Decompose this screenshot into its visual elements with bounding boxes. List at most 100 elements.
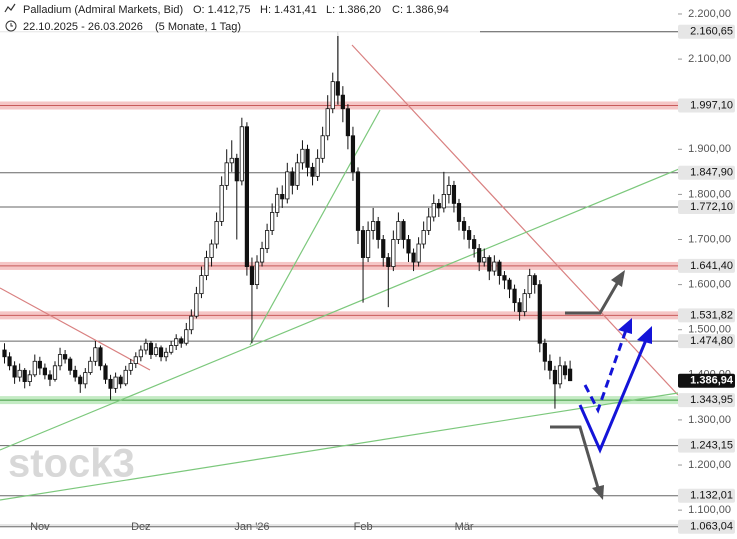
candle-body — [507, 279, 512, 290]
candle-body — [472, 239, 477, 249]
candle-body — [78, 376, 83, 385]
candle-body — [542, 342, 547, 362]
candle-body — [123, 369, 128, 385]
candle-body — [371, 221, 376, 231]
candle-body — [12, 365, 17, 378]
level-box — [678, 334, 735, 349]
low: L: 1.386,20 — [326, 4, 381, 16]
candle-body — [158, 347, 164, 358]
y-tick-label: 1.100,00 — [688, 504, 731, 516]
level-label: 1.772,10 — [690, 201, 733, 213]
candle-body — [270, 212, 275, 231]
candle-body — [517, 302, 522, 313]
candle-body — [456, 203, 462, 222]
y-tick-label: 1.500,00 — [688, 324, 731, 336]
candle-body — [209, 243, 214, 258]
blue-arrow — [578, 339, 648, 454]
candle-body — [259, 248, 265, 263]
watermark: stock3 — [8, 442, 135, 486]
candle-body — [527, 275, 532, 295]
candle-body — [360, 230, 366, 258]
trendline — [0, 392, 679, 501]
candle-body — [330, 81, 335, 110]
candle-body — [2, 349, 7, 358]
candle-body — [391, 239, 396, 267]
y-tick-label: 1.700,00 — [688, 233, 731, 245]
trendline — [351, 44, 679, 396]
candle-body — [7, 356, 12, 367]
candle-body — [568, 368, 573, 382]
chart-icon — [4, 3, 16, 13]
candle-body — [350, 135, 356, 173]
candle-body — [249, 266, 255, 286]
candle-body — [502, 275, 507, 281]
candle-body — [300, 148, 305, 164]
candle-body — [522, 293, 527, 313]
candle-body — [537, 284, 542, 344]
candle-body — [532, 275, 537, 286]
candle-body — [497, 261, 502, 276]
y-tick-label: 2.100,00 — [688, 53, 731, 65]
candle-body — [42, 367, 48, 376]
level-layer — [0, 31, 737, 528]
header-bg — [0, 0, 480, 36]
level-box — [678, 258, 735, 273]
level-label: 1.997,10 — [690, 99, 733, 111]
candle-body — [118, 376, 123, 385]
candle-body — [416, 243, 421, 263]
candle-body — [199, 275, 204, 295]
clock-hands — [10, 23, 13, 27]
candle-body — [17, 369, 22, 378]
grey-arrow — [565, 281, 620, 315]
candle-body — [37, 360, 42, 369]
candle-body — [562, 365, 568, 376]
candle-body — [47, 374, 53, 380]
level-label: 1.386,94 — [690, 375, 734, 387]
candle-body — [169, 345, 174, 353]
annotations — [0, 34, 737, 501]
high: H: 1.431,41 — [260, 4, 317, 16]
candle-body — [285, 171, 290, 200]
candles — [2, 31, 573, 409]
candle-body — [143, 342, 148, 351]
level-label: 1.847,90 — [690, 167, 733, 179]
candle-body — [451, 184, 457, 204]
candle-body — [27, 374, 32, 382]
candle-body — [426, 216, 431, 231]
axis-layer: 2.200,002.100,002.000,001.900,001.800,00… — [30, 8, 735, 534]
candle-body — [290, 171, 295, 186]
level-label: 1.243,15 — [690, 439, 733, 451]
candle-body — [355, 171, 361, 231]
candle-body — [244, 126, 249, 267]
candle-body — [88, 360, 93, 373]
x-tick-label: Dez — [131, 521, 151, 533]
candle-body — [204, 257, 209, 276]
candle-body — [194, 293, 199, 317]
candle-body — [63, 354, 68, 360]
level-box — [678, 165, 735, 180]
candle-body — [264, 230, 270, 249]
level-box — [678, 199, 735, 214]
period: (5 Monate, 1 Tag) — [155, 21, 241, 33]
candle-body — [73, 369, 78, 378]
candle-body — [52, 365, 58, 380]
y-tick-label: 1.200,00 — [688, 459, 731, 471]
candle-body — [406, 239, 411, 254]
candle-body — [401, 221, 406, 240]
candle-body — [376, 221, 381, 240]
candle-body — [340, 94, 345, 110]
candle-body — [325, 108, 330, 137]
candle-body — [234, 157, 239, 182]
clock-icon — [5, 20, 17, 32]
candle-body — [441, 194, 446, 209]
candle-body — [174, 338, 179, 346]
level-label: 2.160,65 — [690, 26, 733, 38]
grey-arrow — [550, 425, 600, 489]
candle-body — [310, 166, 315, 177]
arrow-head — [592, 485, 604, 500]
arrow-head — [637, 326, 652, 344]
open: O: 1.412,75 — [193, 4, 251, 16]
candle-body — [22, 369, 27, 382]
